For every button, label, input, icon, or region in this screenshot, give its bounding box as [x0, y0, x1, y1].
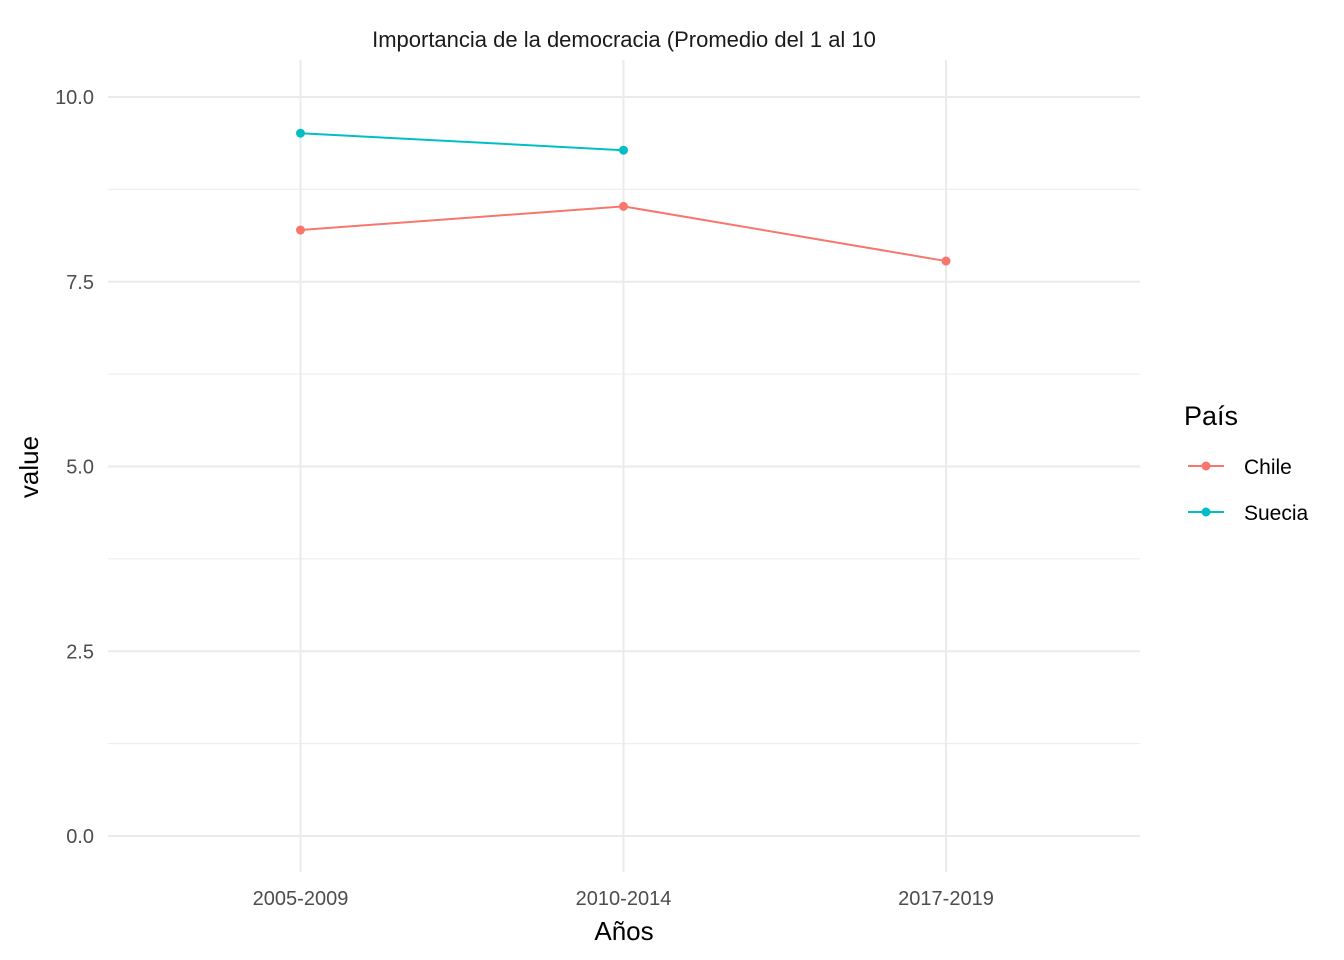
x-tick-label: 2005-2009	[253, 888, 349, 910]
legend: País Chile Suecia	[1184, 401, 1309, 525]
data-point-chile	[296, 225, 305, 235]
y-tick-label: 2.5	[66, 641, 94, 663]
legend-label-suecia: Suecia	[1244, 502, 1309, 525]
data-point-suecia	[619, 145, 628, 155]
legend-title: País	[1184, 401, 1238, 431]
y-tick-label: 5.0	[66, 457, 94, 479]
series-line-suecia	[300, 132, 624, 152]
y-tick-label: 7.5	[66, 272, 94, 294]
y-tick-label: 0.0	[66, 826, 94, 848]
series-layer	[296, 128, 951, 266]
legend-key-point-suecia	[1201, 507, 1211, 517]
legend-key-point-chile	[1201, 461, 1211, 471]
legend-label-chile: Chile	[1244, 456, 1292, 479]
x-axis-title: Años	[594, 916, 653, 946]
chart-title: Importancia de la democracia (Promedio d…	[372, 27, 876, 52]
y-tick-label: 10.0	[55, 87, 94, 109]
x-tick-label: 2017-2019	[898, 888, 994, 910]
data-point-chile	[941, 256, 951, 266]
x-tick-label: 2010-2014	[576, 888, 672, 910]
x-axis-ticks: 2005-2009 2010-2014 2017-2019	[253, 888, 994, 910]
plot-area	[108, 60, 1140, 872]
legend-items: Chile Suecia	[1188, 456, 1309, 525]
major-gridlines	[108, 60, 1140, 872]
y-axis-title: value	[14, 436, 44, 498]
data-point-chile	[619, 201, 628, 211]
y-axis-ticks: 0.0 2.5 5.0 7.5 10.0	[55, 87, 94, 848]
data-point-suecia	[296, 128, 305, 138]
